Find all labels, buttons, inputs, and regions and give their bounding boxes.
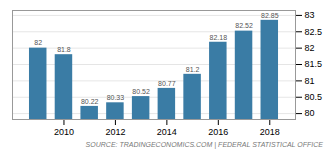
svg-text:82.18: 82.18 [210, 33, 228, 40]
svg-text:80.22: 80.22 [81, 98, 99, 105]
svg-text:82.85: 82.85 [261, 12, 279, 19]
svg-text:80: 80 [305, 108, 315, 118]
svg-text:2018: 2018 [260, 127, 280, 137]
svg-text:81.2: 81.2 [186, 66, 200, 73]
svg-text:82: 82 [34, 39, 42, 46]
svg-text:2012: 2012 [105, 127, 125, 137]
svg-text:80.5: 80.5 [305, 92, 323, 102]
svg-text:81.5: 81.5 [305, 59, 323, 69]
svg-text:80.77: 80.77 [158, 80, 176, 87]
svg-text:82.5: 82.5 [305, 27, 323, 37]
svg-text:81.8: 81.8 [57, 46, 71, 53]
html-text:SOURCE: TRADINGECONOMICS.COM |: SOURCE: TRADINGECONOMICS.COM | FEDERAL S… [85, 141, 323, 148]
svg-text:2014: 2014 [157, 127, 177, 137]
svg-text:81: 81 [305, 76, 315, 86]
svg-text:82: 82 [305, 43, 315, 53]
svg-text:83: 83 [305, 10, 315, 20]
svg-text:82.52: 82.52 [235, 22, 253, 29]
svg-text:2016: 2016 [208, 127, 228, 137]
svg-text:2010: 2010 [54, 127, 74, 137]
svg-text:80.52: 80.52 [132, 88, 150, 95]
svg-text:80.33: 80.33 [107, 94, 125, 101]
